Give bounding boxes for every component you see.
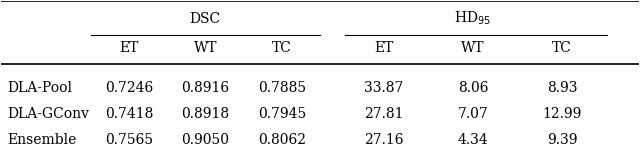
Text: DLA-GConv: DLA-GConv (8, 107, 90, 121)
Text: 8.06: 8.06 (458, 81, 488, 95)
Text: 8.93: 8.93 (547, 81, 577, 95)
Text: 9.39: 9.39 (547, 134, 577, 147)
Text: ET: ET (119, 41, 138, 55)
Text: Ensemble: Ensemble (8, 134, 77, 147)
Text: 0.7885: 0.7885 (258, 81, 306, 95)
Text: 0.9050: 0.9050 (181, 134, 229, 147)
Text: 0.7418: 0.7418 (105, 107, 153, 121)
Text: 0.8918: 0.8918 (181, 107, 229, 121)
Text: 7.07: 7.07 (458, 107, 488, 121)
Text: 0.7565: 0.7565 (105, 134, 153, 147)
Text: TC: TC (272, 41, 292, 55)
Text: 12.99: 12.99 (543, 107, 582, 121)
Text: DLA-Pool: DLA-Pool (8, 81, 73, 95)
Text: 27.81: 27.81 (364, 107, 403, 121)
Text: 0.8916: 0.8916 (181, 81, 229, 95)
Text: 4.34: 4.34 (458, 134, 488, 147)
Text: 0.7246: 0.7246 (105, 81, 153, 95)
Text: 27.16: 27.16 (364, 134, 403, 147)
Text: ET: ET (374, 41, 394, 55)
Text: WT: WT (461, 41, 484, 55)
Text: 0.8062: 0.8062 (258, 134, 306, 147)
Text: 33.87: 33.87 (364, 81, 403, 95)
Text: DSC: DSC (189, 12, 221, 26)
Text: HD$_{95}$: HD$_{95}$ (454, 10, 492, 27)
Text: WT: WT (193, 41, 217, 55)
Text: 0.7945: 0.7945 (258, 107, 306, 121)
Text: TC: TC (552, 41, 572, 55)
